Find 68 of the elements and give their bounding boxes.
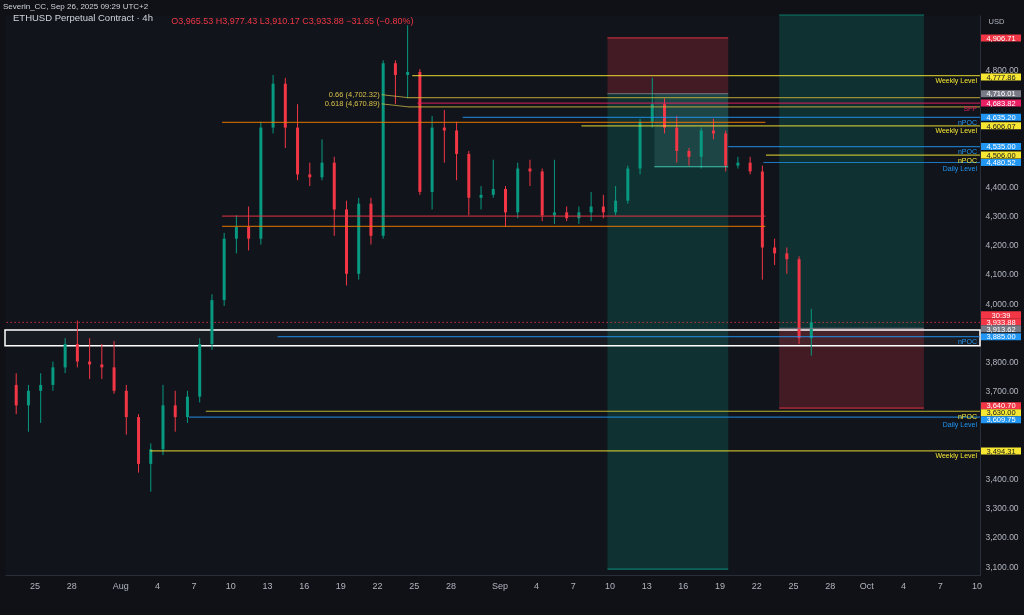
candlestick: [26, 384, 30, 433]
x-tick-label: 28: [825, 580, 836, 591]
candlestick: [406, 24, 410, 99]
y-tick-label: 4,400.00: [985, 181, 1019, 192]
x-tick-label: 10: [225, 580, 236, 591]
x-tick-label: 19: [335, 580, 346, 591]
text: Severin_CC, Sep 26, 2025 09:29 UTC+2: [3, 2, 149, 11]
y-tick-label: 3,400.00: [985, 474, 1019, 484]
candlestick: [736, 156, 740, 170]
x-tick-label: 19: [715, 580, 726, 591]
x-tick-label: 7: [191, 580, 197, 591]
x-tick-label: 13: [641, 580, 652, 591]
chart-subtitle: O3,965.53 H3,977.43 L3,910.17 C3,933.88 −31.65 (−0.80%): [171, 16, 414, 26]
candlestick: [100, 343, 104, 380]
candlestick: [785, 246, 789, 275]
x-tick-label: 4: [534, 580, 540, 591]
x-tick-label: 4: [901, 580, 907, 591]
candlestick: [393, 59, 397, 105]
candlestick: [112, 340, 116, 395]
candlestick: [173, 390, 177, 433]
y-tick-label: 3,300.00: [985, 503, 1019, 514]
candlestick: [748, 156, 752, 175]
x-tick-label: 16: [299, 580, 310, 591]
y-tick-label: 4,800.00: [985, 64, 1019, 75]
x-tick-label: Aug: [112, 580, 129, 591]
x-tick-label: 22: [751, 580, 762, 591]
x-tick-label: 10: [604, 580, 615, 591]
candlestick: [491, 159, 495, 199]
candlestick: [614, 185, 618, 216]
x-tick-label: 28: [66, 580, 77, 591]
candlestick: [552, 159, 556, 225]
candlestick: [51, 361, 55, 392]
y-tick-label: 3,800.00: [985, 357, 1019, 368]
candlestick: [687, 147, 691, 167]
y-tick-label: 4,200.00: [985, 240, 1019, 251]
x-tick-label: Oct: [859, 580, 875, 591]
x-tick-label: 25: [30, 580, 41, 591]
x-tick-label: 7: [570, 580, 576, 591]
candlestick: [39, 372, 43, 424]
y-tick-label: 3,100.00: [985, 561, 1019, 572]
candlestick: [773, 238, 777, 266]
y-tick-label: 4,300.00: [985, 210, 1019, 221]
candlestick: [308, 162, 312, 187]
candlestick: [14, 372, 18, 415]
candlestick: [442, 109, 446, 164]
x-tick-label: 22: [372, 580, 383, 591]
x-tick-label: 13: [262, 580, 273, 591]
x-tick-label: 10: [971, 580, 982, 591]
candlestick: [185, 390, 189, 424]
y-tick-label: 3,700.00: [985, 386, 1019, 397]
chart-title: ETHUSD Perpetual Contract · 4h: [13, 11, 153, 23]
candlestick: [455, 121, 459, 181]
x-tick-label: 25: [788, 580, 799, 591]
y-tick-label: 4,000.00: [985, 298, 1019, 309]
candlestick: [320, 138, 324, 181]
y-tick-label: 4,100.00: [985, 269, 1019, 280]
candlestick: [63, 337, 67, 374]
x-tick-label: 7: [937, 580, 943, 591]
candlestick: [675, 115, 679, 164]
x-tick-label: Sep: [491, 580, 508, 591]
x-tick-label: 4: [154, 580, 160, 591]
x-tick-label: 16: [678, 580, 689, 591]
y-tick-label: 3,200.00: [985, 532, 1019, 543]
x-tick-label: 25: [409, 580, 420, 591]
x-tick-label: 28: [445, 580, 456, 591]
candlestick: [479, 185, 483, 210]
candlestick: [149, 442, 153, 493]
candlestick: [234, 214, 238, 254]
